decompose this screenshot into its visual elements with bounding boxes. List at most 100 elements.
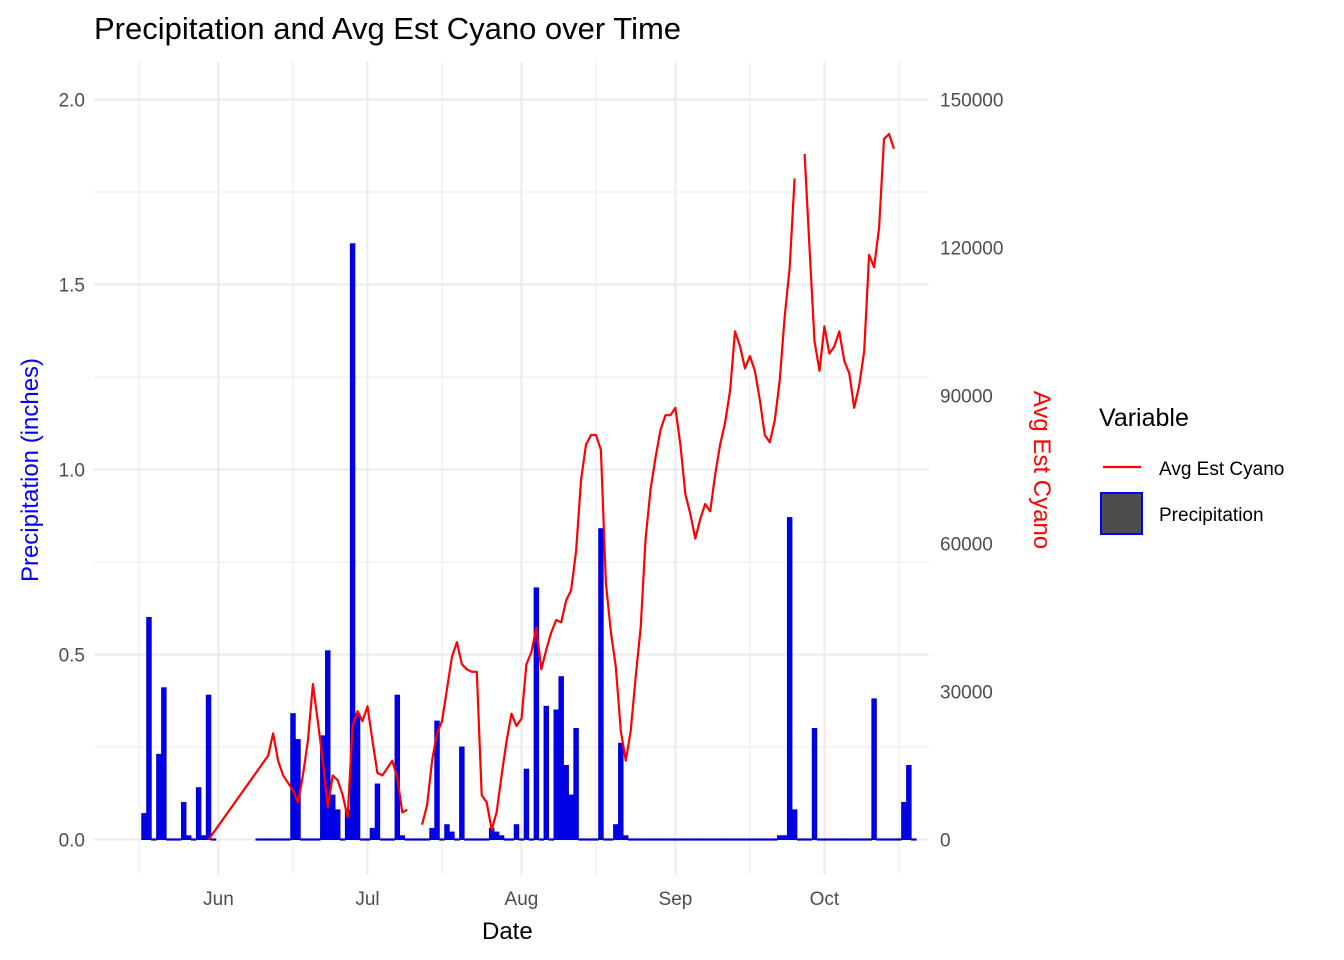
precipitation-bar	[449, 831, 455, 840]
precipitation-bar	[752, 838, 758, 841]
precipitation-bar	[166, 838, 172, 841]
precipitation-bar	[300, 838, 306, 841]
precipitation-bar	[861, 838, 867, 841]
precipitation-bar	[374, 783, 381, 840]
precipitation-bar	[831, 838, 838, 841]
precipitation-bar	[876, 838, 882, 841]
cyano-line-segment	[421, 178, 796, 831]
precipitation-bar	[826, 838, 833, 841]
precipitation-bar	[881, 838, 887, 841]
legend-title: Variable	[1099, 404, 1189, 432]
x-tick-label: Oct	[810, 889, 840, 910]
precipitation-bar	[528, 838, 535, 841]
precipitation-bar	[796, 838, 803, 841]
cyano-line	[207, 132, 896, 841]
precipitation-bar	[583, 838, 589, 841]
precipitation-bar	[503, 838, 510, 841]
precipitation-bar	[911, 838, 917, 841]
precipitation-bar	[767, 838, 773, 841]
precipitation-bar	[578, 838, 584, 841]
precipitation-bar	[896, 838, 902, 841]
x-axis-title: Date	[482, 918, 533, 945]
precipitation-bar	[538, 838, 545, 841]
precipitation-bar	[493, 831, 500, 840]
precipitation-bar	[901, 802, 907, 840]
precipitation-bar	[483, 838, 490, 841]
precipitation-bar	[886, 838, 892, 841]
precipitation-bar	[513, 824, 520, 841]
precipitation-bar	[305, 838, 311, 841]
precipitation-bar	[871, 698, 877, 841]
precipitation-bar	[151, 838, 157, 841]
precipitation-bar	[419, 838, 425, 841]
precipitation-bar	[856, 838, 862, 841]
precipitation-bar	[523, 768, 530, 841]
precipitation-bar	[806, 838, 813, 841]
cyano-line-segment	[803, 132, 896, 409]
precipitation-bar	[195, 787, 202, 841]
precipitation-bar	[722, 838, 728, 841]
y-left-tick-label: 0.5	[59, 646, 85, 667]
precipitation-bar	[508, 838, 515, 841]
precipitation-bar	[687, 838, 694, 841]
y-right-tick-label: 120000	[940, 239, 1003, 260]
precipitation-bar	[702, 838, 708, 841]
precipitation-bar	[141, 813, 147, 840]
precipitation-bar	[747, 838, 753, 841]
precipitation-bar	[543, 705, 550, 840]
precipitation-bar	[349, 243, 356, 841]
precipitation-bar	[816, 838, 823, 841]
precipitation-bar	[891, 838, 897, 841]
precipitation-bar	[464, 838, 470, 841]
precipitation-bar	[285, 838, 291, 841]
precipitation-bar	[588, 838, 594, 841]
precipitation-bar	[613, 824, 619, 841]
precipitation-bar	[632, 838, 639, 841]
y-right-tick-label: 30000	[940, 683, 993, 704]
precipitation-bar	[677, 838, 684, 841]
precipitation-bar	[359, 838, 366, 841]
precipitation-bar	[474, 838, 480, 841]
precipitation-bar	[190, 838, 197, 841]
precipitation-bar	[171, 838, 177, 841]
precipitation-bar	[518, 838, 525, 841]
legend-label-precipitation: Precipitation	[1159, 505, 1264, 526]
precipitation-bar	[389, 838, 396, 841]
precipitation-bar	[791, 809, 798, 841]
precipitation-bar	[180, 802, 187, 840]
precipitation-bar	[176, 838, 182, 841]
precipitation-bar	[354, 713, 361, 841]
precipitation-bar	[200, 835, 207, 840]
x-tick-label: Sep	[659, 889, 693, 910]
precipitation-bar	[851, 838, 857, 841]
precipitation-bar	[260, 838, 266, 841]
y-right-axis-title: Avg Est Cyano	[1028, 391, 1055, 549]
x-tick-label: Jul	[355, 889, 379, 910]
precipitation-bar	[717, 838, 723, 841]
precipitation-bar	[657, 838, 664, 841]
precipitation-bar	[558, 676, 564, 841]
precipitation-bar	[618, 742, 624, 840]
precipitation-bar	[548, 838, 555, 841]
precipitation-bar	[672, 838, 679, 841]
precipitation-bar	[836, 838, 843, 841]
precipitation-bar	[434, 720, 440, 840]
precipitation-bar	[459, 746, 465, 840]
precipitation-bar	[652, 838, 659, 841]
precipitation-bar	[627, 838, 634, 841]
precipitation-bar	[270, 838, 276, 841]
precipitation-bar	[315, 838, 321, 841]
y-left-tick-label: 1.5	[59, 276, 85, 297]
legend-label-cyano: Avg Est Cyano	[1159, 459, 1284, 480]
precipitation-bar	[205, 694, 212, 841]
precipitation-bar	[329, 794, 336, 840]
precipitation-bar	[454, 838, 460, 841]
cyano-line-segment	[207, 682, 408, 841]
precipitation-bar	[498, 835, 505, 840]
precipitation-bar	[399, 835, 406, 840]
y-left-tick-label: 2.0	[59, 91, 85, 112]
precipitation-bar	[255, 838, 261, 841]
legend-bar-swatch	[1100, 492, 1143, 535]
precipitation-bar	[280, 838, 286, 841]
